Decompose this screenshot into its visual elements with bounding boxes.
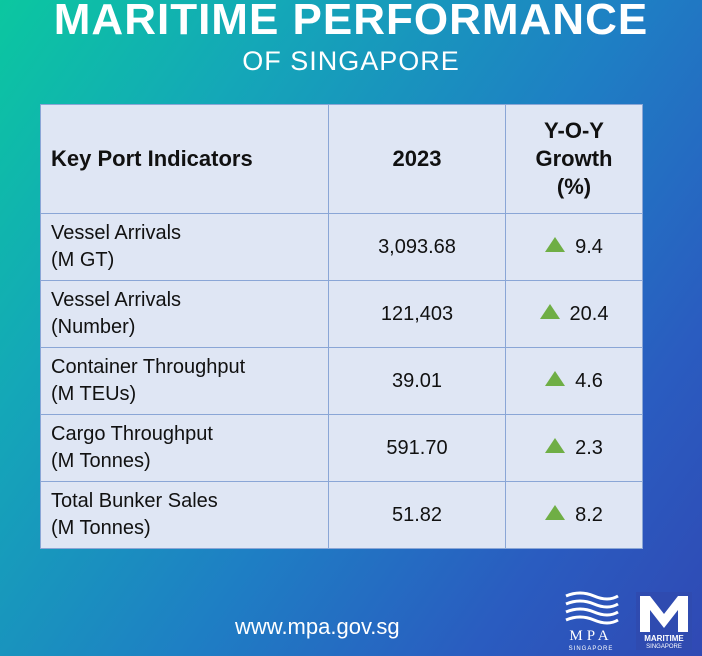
indicator-growth: 20.4 — [505, 280, 643, 348]
indicator-value: 121,403 — [328, 280, 506, 348]
table-row: Vessel Arrivals (Number) 121,403 20.4 — [40, 280, 643, 348]
page-subtitle: OF SINGAPORE — [242, 46, 460, 76]
maritime-singapore-logo-icon: MARITIME SINGAPORE — [636, 592, 692, 650]
indicator-value: 591.70 — [328, 414, 506, 482]
up-triangle-icon — [539, 303, 560, 319]
header-growth-line3: (%) — [556, 174, 592, 199]
header-growth-line2: Growth — [535, 146, 613, 171]
indicator-name: Total Bunker Sales (M Tonnes) — [40, 481, 329, 549]
svg-text:MPA: MPA — [569, 628, 612, 644]
up-triangle-icon — [545, 437, 566, 453]
indicator-name: Vessel Arrivals (M GT) — [40, 213, 329, 281]
indicator-value: 3,093.68 — [328, 213, 506, 281]
svg-text:MARITIME: MARITIME — [644, 634, 684, 643]
indicator-value: 39.01 — [328, 347, 506, 415]
table-row: Cargo Throughput (M Tonnes) 591.70 2.3 — [40, 414, 643, 482]
indicator-name: Cargo Throughput (M Tonnes) — [40, 414, 329, 482]
header-growth-line1: Y-O-Y — [544, 118, 604, 143]
header-year: 2023 — [328, 104, 506, 214]
indicator-growth: 4.6 — [505, 347, 643, 415]
svg-text:SINGAPORE: SINGAPORE — [646, 644, 682, 650]
indicator-name: Container Throughput (M TEUs) — [40, 347, 329, 415]
indicator-name: Vessel Arrivals (Number) — [40, 280, 329, 348]
svg-text:SINGAPORE: SINGAPORE — [569, 646, 614, 652]
mpa-logo-icon: MPA SINGAPORE — [565, 591, 619, 652]
header-growth: Y-O-Y Growth (%) — [505, 104, 643, 214]
indicator-growth: 9.4 — [505, 213, 643, 281]
table-row: Total Bunker Sales (M Tonnes) 51.82 8.2 — [40, 481, 643, 549]
indicator-value: 51.82 — [328, 481, 506, 549]
up-triangle-icon — [545, 236, 566, 252]
website-url[interactable]: www.mpa.gov.sg — [235, 614, 400, 639]
table-row: Container Throughput (M TEUs) 39.01 4.6 — [40, 347, 643, 415]
port-indicators-table: Key Port Indicators 2023 Y-O-Y Growth (%… — [40, 104, 643, 549]
indicator-growth: 8.2 — [505, 481, 643, 549]
up-triangle-icon — [545, 504, 566, 520]
indicator-growth: 2.3 — [505, 414, 643, 482]
table-header-row: Key Port Indicators 2023 Y-O-Y Growth (%… — [40, 104, 643, 214]
up-triangle-icon — [545, 370, 566, 386]
header-indicators: Key Port Indicators — [40, 104, 329, 214]
table-row: Vessel Arrivals (M GT) 3,093.68 9.4 — [40, 213, 643, 281]
page-title: MARITIME PERFORMANCE — [53, 0, 649, 44]
